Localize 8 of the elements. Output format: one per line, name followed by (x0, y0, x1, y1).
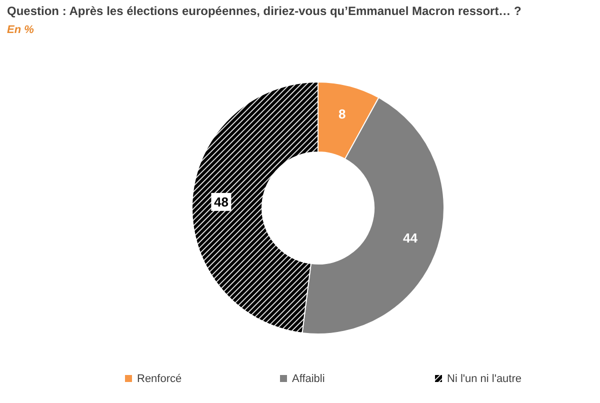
data-label: 8 (338, 106, 346, 122)
chart-title: Question : Après les élections européennes, diriez-vous qu’Emmanuel Macron ressort… ? (7, 4, 522, 18)
data-label: 48 (214, 194, 228, 210)
text: En % (7, 24, 34, 36)
data-label: 44 (403, 230, 418, 246)
legend-label: Renforcé (137, 373, 182, 385)
legend-label: Ni l'un ni l'autre (447, 373, 522, 385)
legend-label: Affaibli (292, 373, 325, 385)
